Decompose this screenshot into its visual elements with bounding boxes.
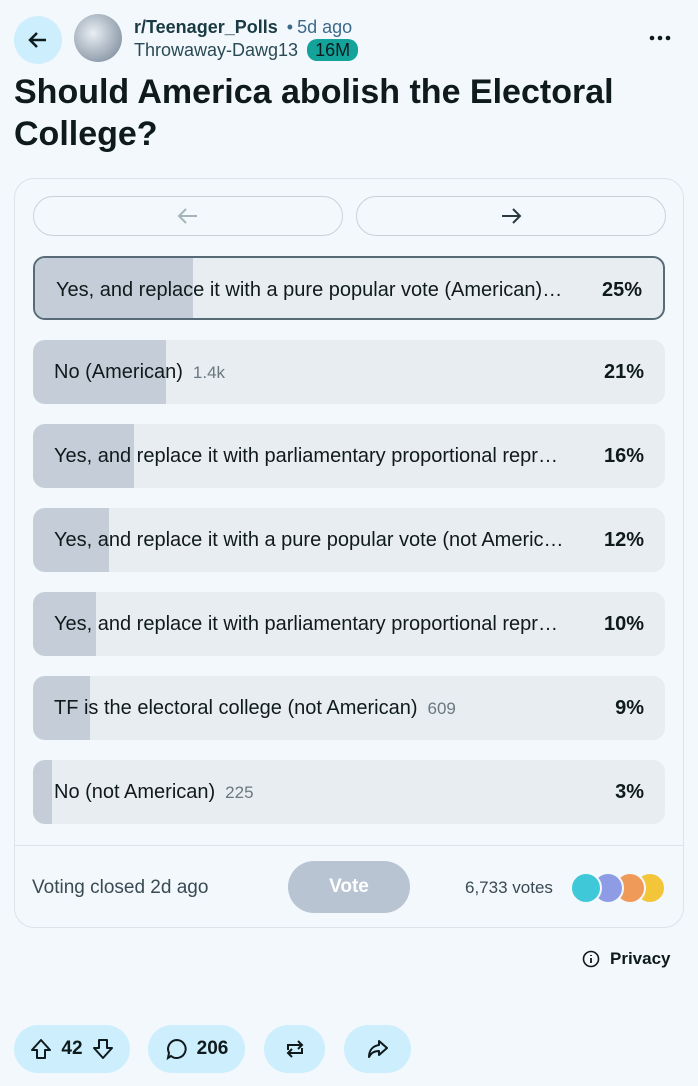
option-percent: 12% [603, 529, 644, 551]
share-icon [367, 1040, 388, 1058]
privacy-link[interactable]: Privacy [582, 949, 671, 969]
prev-icon [177, 208, 197, 224]
comment-icon [166, 1038, 187, 1061]
prev-button[interactable] [33, 196, 343, 236]
poll-option[interactable]: No (not American) 225 3% [33, 760, 665, 824]
downvote-button[interactable] [91, 1037, 115, 1061]
back-icon [28, 32, 46, 48]
option-text: Yes, and replace it with parliamentary p… [54, 445, 558, 467]
post-title: Should America abolish the Electoral Col… [14, 73, 614, 153]
post-age: • 5d ago [286, 17, 353, 37]
post-age-text: 5d ago [297, 17, 353, 37]
total-votes: 6,733 votes [465, 878, 553, 897]
author[interactable]: Throwaway-Dawg13 [134, 40, 299, 60]
option-label: Yes, and replace it with a pure popular … [56, 258, 563, 318]
option-count: 1.4k [192, 363, 226, 382]
info-icon [582, 950, 600, 968]
divider [15, 845, 683, 846]
poll-option[interactable]: Yes, and replace it with a pure popular … [33, 256, 665, 320]
next-icon [502, 208, 522, 224]
option-label: TF is the electoral college (not America… [54, 676, 456, 740]
crosspost-icon [286, 1040, 303, 1058]
comments-button[interactable]: 206 [148, 1025, 245, 1073]
share-button[interactable] [344, 1025, 411, 1073]
poll-option[interactable]: Yes, and replace it with a pure popular … [33, 508, 665, 572]
option-label: Yes, and replace it with parliamentary p… [54, 424, 558, 488]
option-percent: 10% [603, 613, 644, 635]
option-count: 225 [225, 783, 254, 802]
voter-avatars [570, 872, 666, 904]
option-text: No (not American) [54, 781, 216, 803]
poll-card [14, 178, 684, 928]
option-percent: 9% [615, 697, 644, 719]
share-bar [33, 760, 52, 824]
subreddit-name[interactable]: r/Teenager_Polls [134, 17, 278, 37]
poll-option[interactable]: No (American) 1.4k 21% [33, 340, 665, 404]
option-count: 609 [427, 699, 456, 718]
option-label: Yes, and replace it with a pure popular … [54, 508, 564, 572]
option-percent: 3% [615, 781, 644, 803]
subreddit-avatar[interactable] [74, 14, 122, 62]
share-bar [33, 424, 135, 488]
poll-status: Voting closed 2d ago [32, 877, 209, 898]
crosspost-button[interactable] [264, 1025, 325, 1073]
option-label: No (American) 1.4k [54, 340, 225, 404]
privacy-text: Privacy [610, 949, 671, 968]
poll-option[interactable]: Yes, and replace it with parliamentary p… [33, 592, 665, 656]
share-bar [33, 340, 166, 404]
option-text: Yes, and replace it with parliamentary p… [54, 613, 558, 635]
share-bar [33, 592, 97, 656]
share-bar [33, 508, 109, 572]
option-text: TF is the electoral college (not America… [54, 697, 418, 719]
upvote-count: 42 [61, 1038, 83, 1059]
vote-button[interactable]: Vote [288, 861, 410, 913]
next-button[interactable] [356, 196, 666, 236]
option-text: Yes, and replace it with a pure popular … [56, 279, 563, 301]
option-percent: 21% [603, 361, 644, 383]
share-bar [35, 258, 193, 318]
back-button[interactable] [14, 16, 62, 64]
comment-count: 206 [196, 1038, 229, 1059]
poll-option[interactable]: Yes, and replace it with parliamentary p… [33, 424, 665, 488]
vote-bar: 42 [14, 1025, 130, 1073]
author-badge: 16M [307, 39, 359, 61]
option-label: Yes, and replace it with parliamentary p… [54, 592, 558, 656]
option-percent: 25% [601, 279, 642, 301]
option-label: No (not American) 225 [54, 760, 254, 824]
option-percent: 16% [603, 445, 644, 467]
option-text: Yes, and replace it with a pure popular … [54, 529, 564, 551]
option-text: No (American) [54, 361, 183, 383]
more-button[interactable] [648, 30, 672, 46]
poll-option[interactable]: TF is the electoral college (not America… [33, 676, 665, 740]
share-bar [33, 676, 90, 740]
upvote-button[interactable] [29, 1037, 53, 1061]
